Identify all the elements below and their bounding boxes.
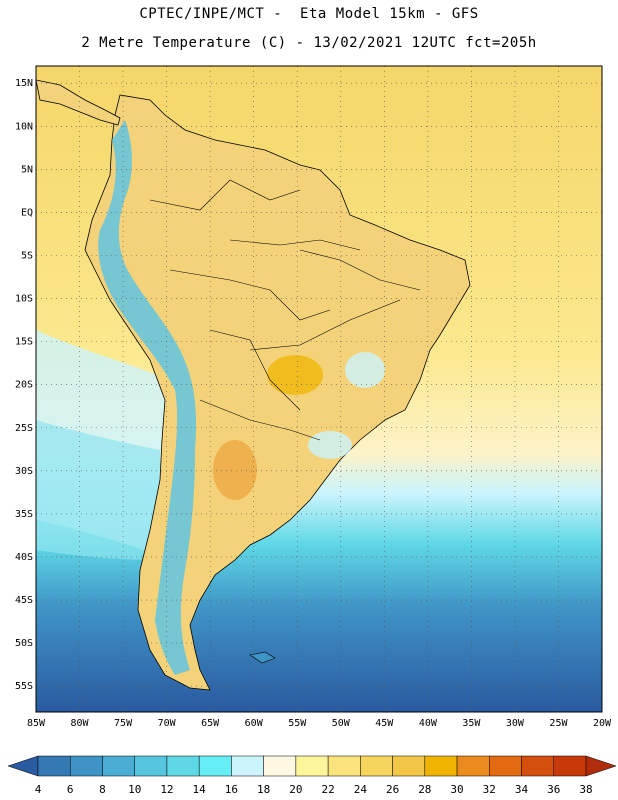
lon-label: 20W — [593, 718, 612, 729]
colorbar-label: 22 — [321, 783, 334, 796]
colorbar-label: 20 — [289, 783, 302, 796]
lon-label: 75W — [114, 718, 133, 729]
latitude-labels: 15N 10N 5N EQ 5S 10S 15S 20S 25S 30S 35S 40S 45S 50S 5… — [15, 78, 33, 692]
colorbar-swatch — [521, 755, 555, 777]
colorbar-swatch — [327, 755, 361, 777]
map-area — [36, 66, 602, 712]
colorbar-swatch — [69, 755, 103, 777]
colorbar-label: 18 — [257, 783, 270, 796]
lon-label: 65W — [201, 718, 220, 729]
colorbar-swatch — [198, 755, 232, 777]
lat-label: 15S — [15, 337, 33, 348]
colorbar-label: 28 — [418, 783, 431, 796]
colorbar-label: 10 — [128, 783, 141, 796]
lat-label: 10N — [15, 121, 33, 132]
lat-label: 50S — [15, 638, 33, 649]
lat-label: 30S — [15, 466, 33, 477]
lat-label: 55S — [15, 681, 33, 692]
andes-cold-band — [98, 120, 197, 675]
colorbar-label: 38 — [579, 783, 592, 796]
colorbar-label: 34 — [515, 783, 529, 796]
colorbar-high-arrow — [585, 755, 617, 777]
colorbar-swatch — [392, 755, 426, 777]
lon-label: 70W — [158, 718, 177, 729]
colorbar-label: 4 — [35, 783, 42, 796]
country-borders — [149, 179, 421, 441]
lat-label: 35S — [15, 509, 33, 520]
falkland-islands — [249, 651, 276, 664]
lat-label: 25S — [15, 423, 33, 434]
cool-patch-south — [308, 431, 352, 459]
colorbar-label: 32 — [483, 783, 496, 796]
lon-label: 35W — [462, 718, 481, 729]
cool-patch-east — [345, 352, 385, 388]
warm-spot-central — [267, 355, 323, 395]
colorbar-label: 14 — [193, 783, 207, 796]
lat-label: 45S — [15, 595, 33, 606]
longitude-labels: 85W 80W 75W 70W 65W 60W 55W 50W 45W 40W 35W 30W 25W 2… — [27, 718, 612, 729]
lat-label: 5S — [21, 250, 33, 261]
map-frame — [35, 65, 603, 713]
warm-spot-south — [213, 440, 257, 500]
colorbar-label: 12 — [160, 783, 173, 796]
lat-label: 15N — [15, 78, 33, 89]
colorbar-swatch — [134, 755, 168, 777]
colorbar-swatch — [456, 755, 490, 777]
lon-label: 55W — [288, 718, 307, 729]
central-america — [36, 79, 121, 126]
lon-label: 45W — [375, 718, 394, 729]
colorbar-label: 30 — [450, 783, 463, 796]
lat-label: 20S — [15, 380, 33, 391]
colorbar-label: 24 — [354, 783, 368, 796]
colorbar-low-arrow — [7, 755, 39, 777]
colorbar-swatch — [489, 755, 522, 777]
colorbar-swatch — [263, 755, 297, 777]
colorbar-label: 6 — [67, 783, 74, 796]
lat-label: 40S — [15, 552, 33, 563]
title-line-1: CPTEC/INPE/MCT - Eta Model 15km - GFS — [139, 6, 479, 22]
lon-label: 80W — [71, 718, 90, 729]
colorbar-label: 36 — [547, 783, 560, 796]
lat-label: 5N — [21, 164, 33, 175]
title-line-2: 2 Metre Temperature (C) - 13/02/2021 12U… — [81, 35, 537, 51]
lon-label: 50W — [332, 718, 351, 729]
colorbar-swatch — [166, 755, 200, 777]
lon-label: 85W — [27, 718, 46, 729]
colorbar-swatch — [424, 755, 458, 777]
colorbar-swatch — [37, 755, 71, 777]
pacific-cold-region — [36, 420, 160, 560]
lon-label: 25W — [549, 718, 568, 729]
colorbar-label: 26 — [386, 783, 399, 796]
colorbar-swatch — [102, 755, 135, 777]
colorbar-label: 16 — [225, 783, 238, 796]
lon-label: 60W — [245, 718, 264, 729]
lon-label: 40W — [419, 718, 438, 729]
lon-label: 30W — [506, 718, 525, 729]
colorbar-swatch — [360, 755, 393, 777]
colorbar-swatch — [295, 755, 329, 777]
colorbar-label: 8 — [99, 783, 106, 796]
lat-label: EQ — [21, 207, 33, 218]
colorbar: 4 6 8 10 12 14 16 18 20 22 24 26 28 30 32 34 36 38 — [7, 755, 617, 796]
colorbar-swatch — [553, 755, 587, 777]
lat-label: 10S — [15, 294, 33, 305]
colorbar-swatch — [231, 755, 264, 777]
